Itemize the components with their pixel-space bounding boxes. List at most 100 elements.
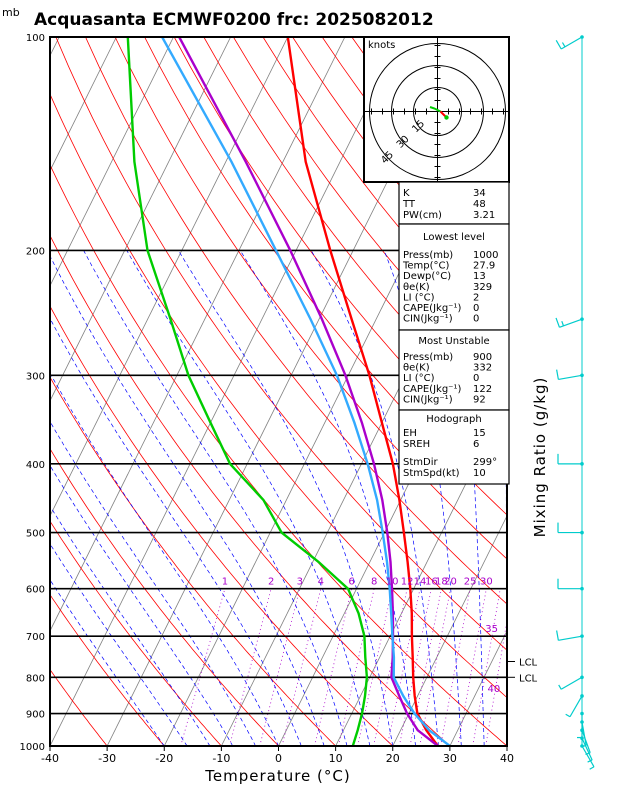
index-label: θe(K) [403, 282, 430, 293]
mixing-ratio-line [386, 588, 421, 746]
pressure-tick-label: 500 [26, 529, 45, 540]
wind-barb-flag [589, 766, 595, 770]
index-value: 92 [473, 394, 486, 405]
index-label: Temp(°C) [402, 261, 450, 272]
indices-table: K 34 TT 48 PW(cm) 3.21 Lowest level Press(mb) 10… [398, 181, 510, 485]
pressure-tick-label: 900 [26, 710, 45, 721]
index-value: 13 [473, 271, 486, 282]
index-label: CIN(Jkg⁻¹) [403, 314, 453, 325]
mixing-ratio-line [357, 588, 393, 746]
wind-barb-staff [560, 36, 583, 50]
lcl-markers: LCL LCL [507, 657, 538, 684]
hodograph-stats-title: Hodograph [426, 414, 481, 425]
hodograph-units: knots [368, 40, 395, 51]
index-value: 2 [473, 292, 479, 303]
pressure-tick-label: 100 [26, 33, 45, 44]
index-label: LI (°C) [403, 292, 435, 303]
isotherm-line [50, 37, 117, 172]
temperature-tick-label: 30 [443, 752, 457, 765]
wind-barb-staff [581, 730, 591, 753]
dewpoint-profile [126, 37, 369, 746]
axis-ticks: -40 -30 -20 -10 0 10 20 30 40 [41, 746, 514, 765]
wind-barb-flag [581, 745, 587, 748]
index-label: PW(cm) [403, 210, 442, 221]
mixing-ratio-line [472, 588, 501, 746]
lcl-label: LCL [519, 673, 538, 684]
wind-barb-flag [556, 630, 559, 641]
wind-barb [556, 630, 584, 641]
mixing-ratio-label: 30 [480, 577, 493, 588]
wind-barb-flag [587, 759, 593, 763]
wind-barbs [555, 35, 595, 770]
temperature-tick-label: 0 [275, 752, 282, 765]
dry-adiabat-line [114, 37, 507, 560]
mixing-ratio-label: 3 [297, 577, 303, 588]
wind-barb [555, 317, 584, 328]
mixing-ratio-label: 12 [401, 577, 414, 588]
chart-title: Acquasanta ECMWF0200 frc: 2025082012 [34, 10, 434, 30]
index-label: Press(mb) [403, 250, 453, 261]
wind-barb [557, 522, 584, 535]
wind-barb [557, 578, 584, 591]
mixing-ratio-label: 2 [268, 577, 274, 588]
virtual-parcel-profile [161, 37, 451, 746]
index-value: 10 [473, 468, 486, 479]
index-label: Press(mb) [403, 352, 453, 363]
unit-top-label: mb [2, 6, 20, 19]
dry-adiabat-line [85, 37, 507, 605]
temperature-tick-label: -40 [41, 752, 59, 765]
index-label: K [403, 188, 410, 199]
mixing-ratio-label: 35 [485, 624, 498, 635]
index-value: 0 [473, 373, 479, 384]
wind-barb-flag [558, 684, 562, 690]
index-label: CIN(Jkg⁻¹) [403, 394, 453, 405]
wind-barb-flag [555, 40, 562, 50]
moist-adiabat-line [239, 250, 416, 746]
isotherm-line [0, 37, 2, 746]
wind-barb-staff [581, 721, 587, 746]
moist-adiabat-line [50, 255, 325, 746]
dry-adiabat-line [173, 37, 507, 473]
wind-barb [555, 35, 584, 50]
wind-barb-staff [581, 737, 593, 761]
isotherm-line [50, 37, 403, 746]
pressure-tick-label: 200 [26, 246, 45, 257]
pressure-tick-label: 700 [26, 632, 45, 643]
x-axis-title: Temperature (°C) [204, 767, 350, 785]
moist-adiabat-line [50, 372, 279, 746]
isotherm-line [50, 37, 231, 402]
most-unstable-title: Most Unstable [418, 336, 489, 347]
index-value: 332 [473, 363, 492, 374]
temperature-profile [286, 37, 439, 746]
most-unstable-block [398, 329, 510, 411]
index-value: 15 [473, 428, 486, 439]
wind-barb-staff [558, 374, 583, 381]
wind-barb-staff [560, 676, 583, 690]
mixing-ratio-line [398, 588, 432, 746]
wind-barb [565, 694, 584, 718]
isotherm-line [335, 399, 507, 746]
lowest-level-block [398, 223, 510, 331]
index-value: 48 [473, 199, 486, 210]
mixing-ratio-label: 8 [371, 577, 377, 588]
moist-adiabat-line [50, 543, 188, 746]
index-label: StmDir [403, 457, 438, 468]
index-label: LI (°C) [403, 373, 435, 384]
index-value: 1000 [473, 250, 498, 261]
temperature-tick-label: 40 [500, 752, 514, 765]
index-value: 122 [473, 384, 492, 395]
mixing-ratio-label: 18 [435, 577, 448, 588]
dry-adiabat-line [50, 668, 108, 746]
index-value: 27.9 [473, 261, 495, 272]
wind-barb-flag [561, 42, 566, 48]
mixing-ratio-label: 6 [348, 577, 354, 588]
lcl-label: LCL [519, 657, 538, 668]
index-label: Dewp(°C) [403, 271, 451, 282]
dry-adiabat-line [144, 37, 507, 516]
temperature-tick-label: 10 [329, 752, 343, 765]
hodograph-stats-block [398, 409, 510, 485]
wind-barb-flag [585, 752, 591, 756]
wind-barb [558, 675, 584, 690]
